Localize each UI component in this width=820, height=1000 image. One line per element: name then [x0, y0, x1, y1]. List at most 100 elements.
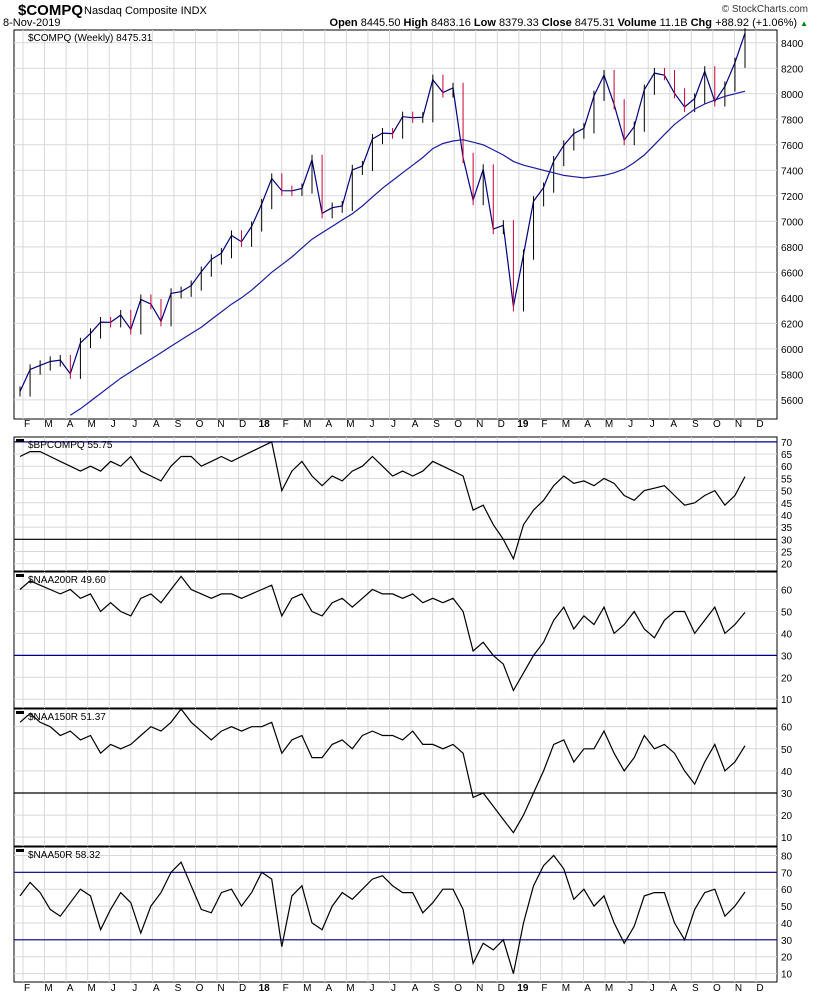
legend-label-3: $NAA150R 51.37	[28, 712, 106, 723]
x-axis-label: A	[153, 419, 160, 430]
x-axis-label: S	[433, 419, 440, 430]
x-axis-label: O	[713, 983, 721, 994]
y-tick-label: 7800	[781, 115, 804, 126]
y-tick-label: 40	[781, 919, 793, 930]
y-tick-label: 20	[781, 953, 793, 964]
x-axis-label: F	[283, 419, 289, 430]
x-axis-label: A	[584, 983, 591, 994]
y-tick-label: 40	[781, 767, 793, 778]
x-axis-label: 18	[259, 419, 271, 430]
x-axis-label: J	[391, 419, 396, 430]
x-axis-label: N	[217, 419, 224, 430]
x-axis-label: J	[111, 419, 116, 430]
x-axis-label: J	[369, 419, 374, 430]
x-axis-label: A	[325, 983, 332, 994]
x-axis-label: N	[476, 419, 483, 430]
x-axis-label: M	[346, 419, 354, 430]
x-axis-label: J	[391, 983, 396, 994]
y-tick-label: 60	[781, 462, 793, 473]
legend-label-4: $NAA50R 58.32	[28, 850, 101, 861]
y-tick-label: 50	[781, 745, 793, 756]
y-tick-label: 6400	[781, 294, 804, 305]
x-axis-label: A	[325, 419, 332, 430]
y-tick-label: 30	[781, 936, 793, 947]
volume-label: Volume	[617, 17, 657, 29]
y-tick-label: 7200	[781, 192, 804, 203]
y-tick-label: 60	[781, 723, 793, 734]
y-tick-label: 8400	[781, 39, 804, 50]
x-axis-label: 19	[517, 419, 529, 430]
x-axis-label: O	[196, 419, 204, 430]
symbol: $COMPQ	[18, 2, 84, 19]
y-tick-label: 20	[781, 560, 793, 571]
x-axis-label: J	[369, 983, 374, 994]
indicator-line	[19, 575, 746, 692]
x-axis-label: M	[44, 419, 52, 430]
x-axis-label: M	[44, 983, 52, 994]
y-tick-label: 50	[781, 607, 793, 618]
low-value: 8379.33	[498, 17, 539, 29]
y-tick-label: 30	[781, 535, 793, 546]
x-axis-label: J	[132, 983, 137, 994]
panel-frame-3	[13, 708, 778, 847]
x-axis-label: F	[541, 983, 547, 994]
x-axis-label: M	[605, 419, 613, 430]
x-axis-label: D	[498, 983, 505, 994]
chg-value: +88.92 (+1.06%)	[715, 17, 798, 29]
x-axis-label: A	[412, 983, 419, 994]
panel-frame-4	[13, 846, 778, 983]
indicator-line	[19, 854, 746, 974]
low-label: Low	[473, 17, 496, 29]
x-axis-label: F	[24, 419, 30, 430]
y-tick-label: 7400	[781, 166, 804, 177]
x-axis-label: M	[303, 983, 311, 994]
x-axis-label: M	[562, 983, 570, 994]
x-axis-label: S	[692, 419, 699, 430]
x-axis-label: 18	[259, 983, 271, 994]
panel-frame-1	[13, 436, 778, 572]
chg-label: Chg	[690, 17, 712, 29]
x-axis-label: M	[562, 419, 570, 430]
legend-swatch	[16, 574, 24, 577]
y-tick-label: 45	[781, 499, 793, 510]
security-name: Nasdaq Composite INDX	[84, 5, 207, 17]
x-axis-label: F	[283, 983, 289, 994]
x-axis-label: F	[24, 983, 30, 994]
x-axis-label: N	[735, 419, 742, 430]
y-tick-label: 40	[781, 511, 793, 522]
y-tick-label: 50	[781, 902, 793, 913]
x-axis-label: N	[735, 983, 742, 994]
up-arrow-icon: ▲	[800, 19, 808, 28]
x-axis-label: A	[584, 419, 591, 430]
legend-label-0: $COMPQ (Weekly) 8475.31	[28, 33, 153, 44]
x-axis-label: D	[498, 419, 505, 430]
x-axis-label: J	[111, 983, 116, 994]
x-axis-label: M	[88, 983, 96, 994]
y-tick-label: 6200	[781, 319, 804, 330]
x-axis-label: F	[541, 419, 547, 430]
x-axis-label: A	[670, 419, 677, 430]
x-axis-label: A	[67, 983, 74, 994]
y-tick-label: 5800	[781, 370, 804, 381]
panel-frame-0	[13, 29, 778, 420]
y-tick-label: 30	[781, 789, 793, 800]
y-tick-label: 35	[781, 523, 793, 534]
y-tick-label: 50	[781, 487, 793, 498]
y-tick-label: 7600	[781, 141, 804, 152]
x-axis-label: M	[88, 419, 96, 430]
y-tick-label: 20	[781, 673, 793, 684]
x-axis-label: J	[650, 419, 655, 430]
x-axis-label: M	[346, 983, 354, 994]
y-tick-label: 65	[781, 450, 793, 461]
close-value: 8475.31	[574, 17, 615, 29]
y-tick-label: 6600	[781, 268, 804, 279]
legend-swatch	[16, 849, 24, 852]
close-label: Close	[541, 17, 572, 29]
y-tick-label: 6800	[781, 243, 804, 254]
high-label: High	[403, 17, 428, 29]
x-axis-label: J	[132, 419, 137, 430]
y-tick-label: 80	[781, 851, 793, 862]
legend-label-2: $NAA200R 49.60	[28, 575, 106, 586]
